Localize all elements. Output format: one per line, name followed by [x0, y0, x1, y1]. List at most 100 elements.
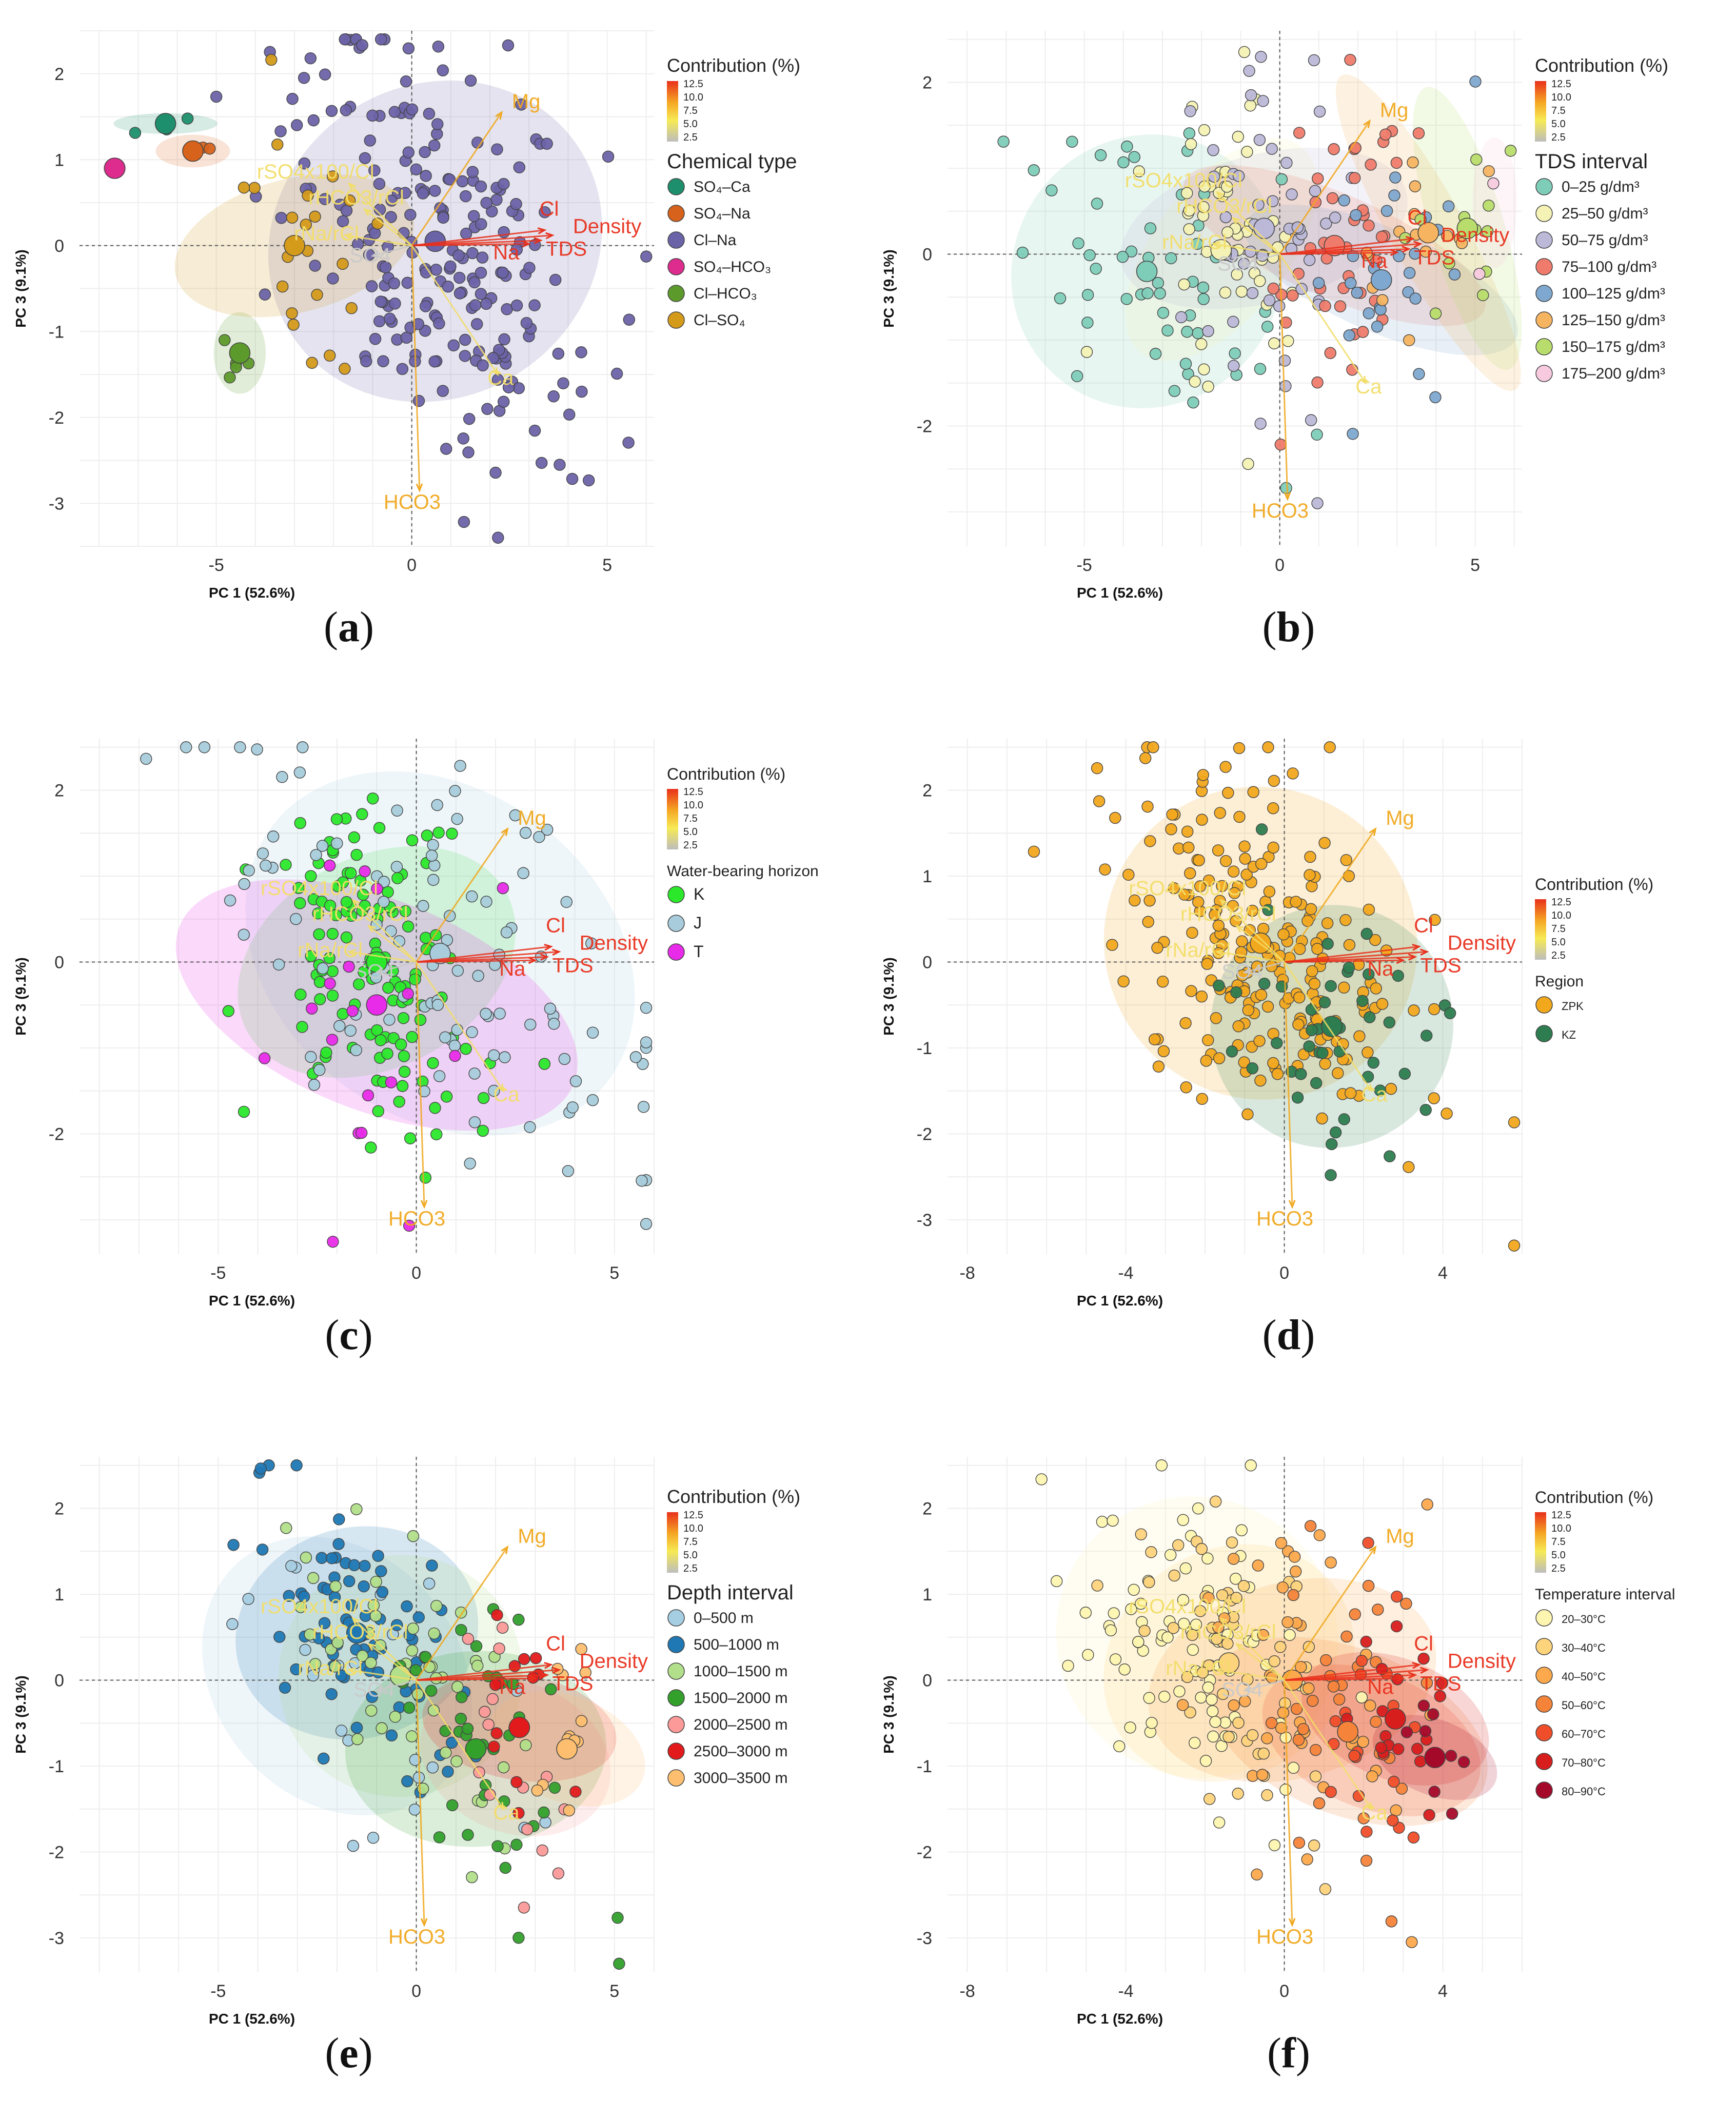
data-point: [329, 1660, 342, 1673]
data-point: [394, 1038, 407, 1051]
contribution-gradient: [667, 789, 678, 849]
data-point: [358, 1580, 370, 1593]
contribution-legend-title: Contribution (%): [1535, 55, 1668, 76]
vector-label: Density: [573, 215, 641, 238]
data-point: [1267, 841, 1279, 854]
vector-head: [367, 1642, 376, 1651]
data-point: [1268, 1839, 1281, 1851]
data-point: [1419, 245, 1432, 258]
data-point: [309, 210, 321, 223]
data-point: [1347, 428, 1359, 440]
data-point: [1246, 287, 1259, 300]
data-point: [477, 1092, 490, 1104]
data-point: [451, 813, 463, 825]
data-point: [331, 1636, 344, 1649]
data-point: [1062, 1659, 1074, 1672]
data-point: [1321, 917, 1334, 929]
grid: [80, 30, 654, 547]
vector-Ca: [1284, 1679, 1372, 1810]
data-point: [1445, 1750, 1457, 1762]
data-point: [1214, 807, 1226, 819]
data-point: [497, 1761, 510, 1774]
data-point: [317, 962, 329, 975]
data-point: [1423, 1809, 1435, 1821]
data-point: [524, 1018, 537, 1031]
data-point: [343, 960, 355, 973]
vector-label: HCO3: [1252, 500, 1309, 522]
data-point: [1356, 326, 1369, 338]
group-legend-title: Temperature interval: [1535, 1586, 1675, 1603]
group-centroid: [182, 140, 204, 162]
data-point: [444, 260, 457, 273]
data-point: [1306, 965, 1318, 978]
data-point: [479, 1706, 491, 1718]
data-point: [391, 1619, 403, 1631]
data-point: [454, 760, 466, 772]
vector-head: [501, 1545, 509, 1554]
data-point: [1216, 1589, 1229, 1601]
vector-TDS: [416, 1674, 547, 1681]
vector-rSO4x100/Cl: [352, 1617, 417, 1681]
data-point: [1236, 935, 1248, 947]
data-point: [343, 1575, 356, 1588]
legend-item-label: SO₄–Na: [694, 205, 751, 222]
vector-label: HCO3: [384, 491, 441, 513]
data-point: [1128, 151, 1140, 163]
data-point: [1316, 1047, 1329, 1059]
data-point: [429, 1102, 441, 1114]
data-point: [566, 1101, 579, 1114]
data-point: [1333, 1045, 1346, 1058]
data-point: [1255, 988, 1268, 1001]
legend-item-label: T: [694, 942, 704, 961]
data-point: [1388, 1775, 1400, 1788]
data-point: [1181, 1671, 1194, 1684]
data-point: [1338, 981, 1350, 994]
data-point: [1320, 217, 1332, 230]
data-point: [319, 68, 331, 81]
data-point: [367, 792, 379, 805]
data-point: [273, 1631, 286, 1643]
data-point: [1304, 850, 1316, 863]
data-point: [276, 280, 289, 293]
vector-label: SO4: [1221, 1679, 1262, 1701]
data-point: [286, 93, 299, 105]
data-point: [1444, 1007, 1456, 1019]
data-point: [1395, 1783, 1408, 1795]
data-point: [1099, 863, 1111, 876]
vector-head: [1359, 375, 1367, 385]
vector-Ca: [1284, 961, 1372, 1092]
data-point: [456, 1691, 468, 1704]
data-point: [524, 1121, 536, 1133]
vector-label: Cl: [1408, 206, 1427, 229]
vector-head: [1215, 1667, 1225, 1675]
data-point: [1441, 1107, 1453, 1120]
data-point: [365, 1705, 378, 1717]
data-point: [499, 1861, 511, 1874]
data-point: [1135, 1528, 1147, 1540]
data-point: [1319, 1883, 1332, 1895]
data-point: [313, 976, 326, 988]
legend-item-label: SO₄–Ca: [694, 179, 751, 195]
vector-SO4: [1244, 961, 1285, 974]
data-point: [312, 907, 324, 920]
group-centroid: [1337, 1721, 1358, 1742]
x-tick-label: 5: [1470, 556, 1480, 575]
data-point: [456, 175, 469, 188]
data-point: [1252, 1559, 1265, 1572]
data-point: [1348, 172, 1361, 184]
vector-label: rSO4x100/Cl: [1125, 169, 1242, 192]
data-point: [1193, 854, 1205, 866]
data-point: [1253, 134, 1266, 146]
y-tick-label: -3: [917, 1211, 932, 1230]
contribution-value: 12.5: [683, 786, 703, 798]
data-point: [1257, 95, 1269, 107]
data-point: [1181, 326, 1193, 338]
data-point: [1375, 230, 1388, 243]
data-point: [1271, 1068, 1284, 1080]
contribution-value: 2.5: [683, 1563, 698, 1574]
vector-rSO4x100/Cl: [352, 899, 417, 963]
data-point: [1158, 1691, 1171, 1703]
data-point: [1313, 105, 1326, 118]
data-point: [544, 1002, 557, 1015]
data-point: [1165, 823, 1177, 836]
